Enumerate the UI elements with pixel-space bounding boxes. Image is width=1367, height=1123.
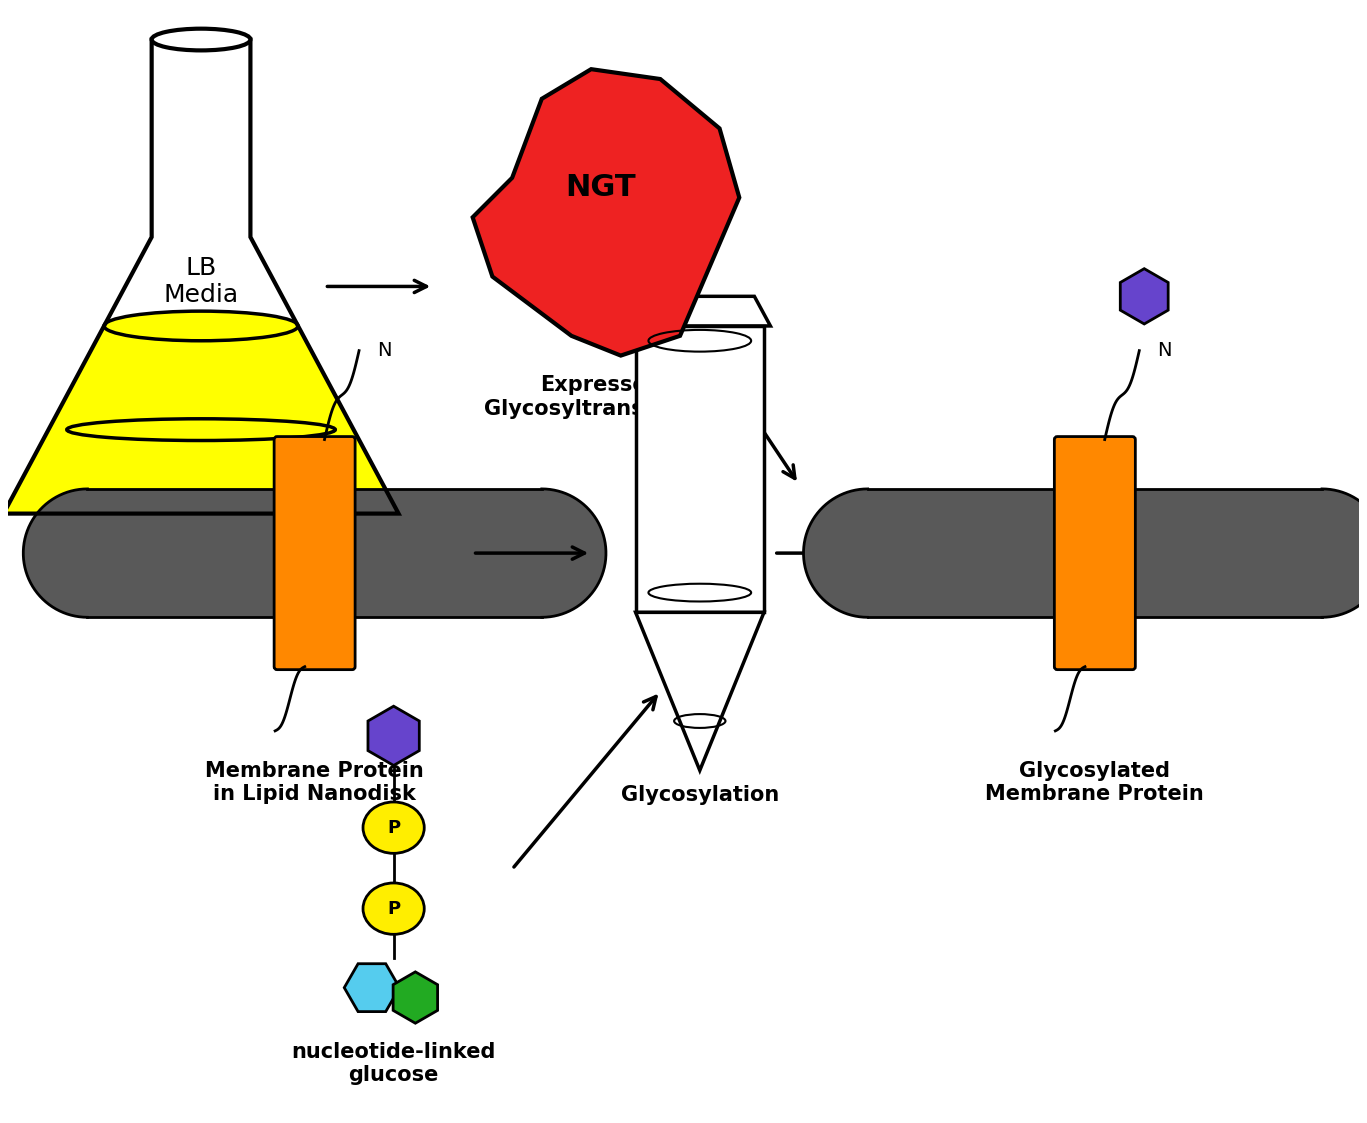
Ellipse shape [152, 29, 250, 51]
Ellipse shape [364, 883, 424, 934]
Text: Glycosylated
Membrane Protein: Glycosylated Membrane Protein [986, 760, 1204, 804]
Text: Expressed
Glycosyltransferase: Expressed Glycosyltransferase [484, 375, 718, 419]
FancyBboxPatch shape [1054, 437, 1136, 669]
Text: P: P [387, 900, 401, 917]
Ellipse shape [364, 802, 424, 853]
Polygon shape [636, 612, 764, 770]
Polygon shape [629, 296, 771, 326]
Polygon shape [4, 326, 399, 513]
Polygon shape [394, 971, 437, 1023]
Ellipse shape [104, 311, 298, 340]
Ellipse shape [804, 489, 932, 618]
Polygon shape [1121, 268, 1169, 323]
Text: nucleotide-linked
glucose: nucleotide-linked glucose [291, 1042, 496, 1085]
Polygon shape [636, 326, 764, 612]
Ellipse shape [23, 489, 152, 618]
Text: Membrane Protein
in Lipid Nanodisk: Membrane Protein in Lipid Nanodisk [205, 760, 424, 804]
Text: N: N [377, 341, 391, 360]
Ellipse shape [477, 489, 606, 618]
Polygon shape [344, 964, 399, 1012]
Text: N: N [1156, 341, 1172, 360]
Ellipse shape [1258, 489, 1367, 618]
Text: LB
Media: LB Media [164, 256, 239, 308]
Text: NGT: NGT [566, 173, 637, 202]
Polygon shape [473, 70, 740, 356]
FancyBboxPatch shape [275, 437, 355, 669]
FancyBboxPatch shape [868, 489, 1322, 618]
Polygon shape [368, 706, 420, 766]
Text: Glycosylation: Glycosylation [621, 785, 779, 805]
FancyBboxPatch shape [87, 489, 541, 618]
Text: P: P [387, 819, 401, 837]
